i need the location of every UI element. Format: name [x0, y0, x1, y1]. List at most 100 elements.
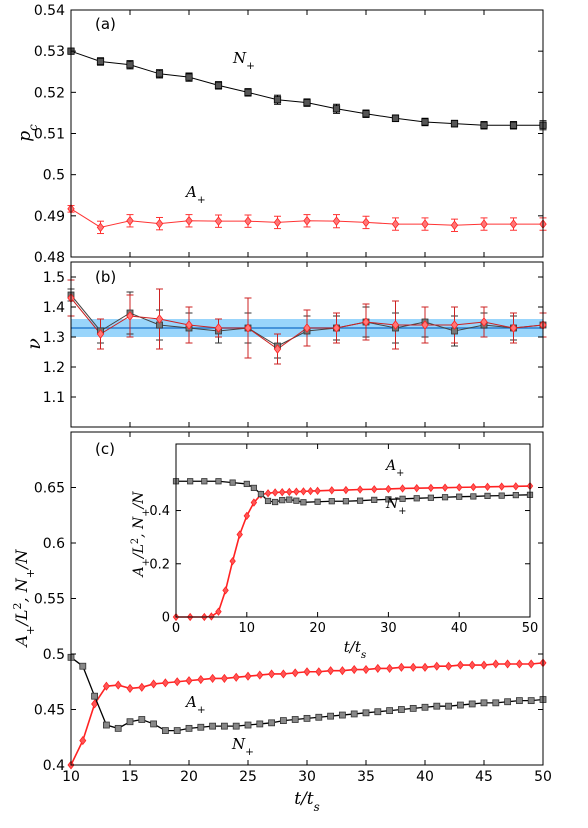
- panel-c-series-label-a: A+: [184, 693, 206, 716]
- inset-series-n-plus-point: [328, 498, 335, 505]
- label-part: A: [12, 635, 31, 649]
- label-part: +: [396, 468, 404, 479]
- inset-series-n-plus-point: [356, 497, 364, 504]
- inset-series-a-plus-point: [243, 511, 251, 521]
- panel-a-ytick-label: 0.53: [34, 44, 65, 60]
- panel-a-series-label-n: N+: [232, 49, 255, 72]
- inset-series-a-plus-point: [286, 487, 293, 497]
- panel-b-ytick-label: 1.3: [43, 330, 65, 346]
- series-a-plus-point: [244, 323, 252, 333]
- series-n-plus-point: [161, 727, 169, 734]
- series-a-plus-point: [421, 219, 429, 229]
- inset-xtick-label: 50: [522, 621, 539, 636]
- series-a-plus-point: [244, 671, 252, 681]
- label-part: /N: [131, 491, 147, 511]
- series-a-plus-point: [362, 664, 370, 675]
- series-a-plus-point: [279, 669, 287, 679]
- panel-c-ytick-label: 0.6: [43, 536, 65, 552]
- series-a-plus-point: [315, 667, 323, 677]
- series-a-plus-point: [303, 215, 311, 226]
- inset-series-n-plus-point: [286, 496, 293, 503]
- series-a-plus-point: [327, 666, 335, 676]
- inset-series-a-plus-point: [208, 612, 215, 621]
- panel-c-xtick-label: 25: [239, 769, 257, 785]
- series-n-plus-point: [374, 708, 382, 716]
- panel-c-label: (c): [95, 440, 115, 458]
- label-part: A: [131, 566, 147, 578]
- series-a-plus-point: [214, 323, 223, 333]
- series-a-plus-point: [150, 679, 158, 689]
- series-a-plus-point: [350, 664, 358, 675]
- series-n-plus-point: [96, 57, 105, 66]
- label-part: s: [314, 800, 320, 814]
- inset-series-a-plus-point: [229, 556, 236, 566]
- label-part: t/t: [344, 638, 362, 656]
- series-n-plus-point: [138, 716, 146, 723]
- series-n-plus-point: [409, 704, 417, 712]
- series-a-plus-point: [161, 678, 169, 688]
- series-a-plus-point: [185, 676, 193, 686]
- series-n-plus-point: [327, 712, 335, 720]
- panel-c-series-label-a-text: A+: [184, 693, 206, 716]
- inset-series-a-plus-point: [484, 482, 491, 492]
- panel-c-xtick-label: 50: [534, 769, 552, 785]
- series-a-plus-point: [374, 663, 382, 673]
- inset-series-a-plus-point: [307, 486, 314, 496]
- series-n-plus-point: [126, 61, 134, 69]
- series-a-plus-point: [79, 736, 87, 746]
- panel-c-ytick-label: 0.55: [34, 592, 65, 608]
- inset-series-a-plus-point: [222, 586, 229, 595]
- panel-c-xtick-label: 45: [475, 769, 493, 785]
- label-part: 2: [130, 538, 141, 544]
- series-a-plus-point: [209, 673, 217, 683]
- inset-series-a-plus-line: [176, 485, 531, 618]
- inset-series-n-plus-point: [279, 497, 286, 504]
- label-part: A: [184, 183, 197, 201]
- inset-series-a-plus-point: [371, 485, 378, 494]
- label-part: +: [197, 704, 206, 716]
- series-a-plus-point: [450, 320, 459, 330]
- panel-b-ytick-label: 1.5: [43, 270, 65, 286]
- inset-series-label-a: A+: [384, 458, 404, 479]
- inset-series-n-plus-point: [456, 493, 463, 500]
- label-part: +: [245, 746, 254, 758]
- panel-c-ytick-label: 0.5: [43, 647, 65, 663]
- inset-ytick-label: 0.2: [149, 557, 170, 572]
- inset-series-n-plus-point: [257, 490, 265, 498]
- series-n-plus-point: [256, 720, 264, 728]
- series-a-plus-point: [138, 682, 146, 692]
- inset-series-n-plus-point: [250, 484, 257, 492]
- panel-b: [67, 279, 547, 365]
- panel-b-ytick-label: 1.1: [43, 390, 65, 406]
- series-n-plus-point: [173, 727, 181, 734]
- inset-xtick-label: 10: [239, 621, 256, 636]
- panel-a-series-label-a-text: A+: [184, 183, 206, 206]
- series-n-plus-point: [516, 697, 523, 705]
- series-n-plus-point: [197, 723, 205, 731]
- panel-c-xtick-label: 20: [180, 769, 198, 785]
- series-n-plus-point: [480, 121, 488, 129]
- inset-ylabel: A+/L2, N+/N: [130, 491, 152, 579]
- series-a-plus-point: [409, 662, 417, 672]
- series-n-plus-point: [421, 703, 429, 711]
- series-n-plus-point: [456, 701, 464, 709]
- panel-c-ytick-label: 0.4: [43, 758, 65, 774]
- series-a-plus-point: [96, 222, 105, 233]
- inset-series-n-plus-point: [272, 498, 279, 506]
- label-part: s: [361, 649, 367, 661]
- panel-a-series-label-a: A+: [184, 183, 206, 206]
- series-a-plus-point: [504, 659, 512, 669]
- inset-series-n-plus-point: [215, 478, 222, 485]
- inset-series-a-plus-point: [328, 486, 335, 495]
- series-n-plus-point: [509, 121, 518, 129]
- series-n-plus-point: [214, 81, 223, 89]
- panel-c-ylabel-text: A+/L2, N+/N: [11, 548, 37, 648]
- inset-xtick-label: 30: [380, 621, 397, 636]
- inset-series-n-plus-point: [399, 495, 406, 502]
- series-a-plus-point: [338, 666, 346, 676]
- inset-series-n-plus-point: [413, 495, 420, 502]
- inset-series-n-plus-point: [385, 496, 392, 503]
- panel-c-xtick-label: 40: [416, 769, 434, 785]
- inset-frame: [175, 443, 531, 618]
